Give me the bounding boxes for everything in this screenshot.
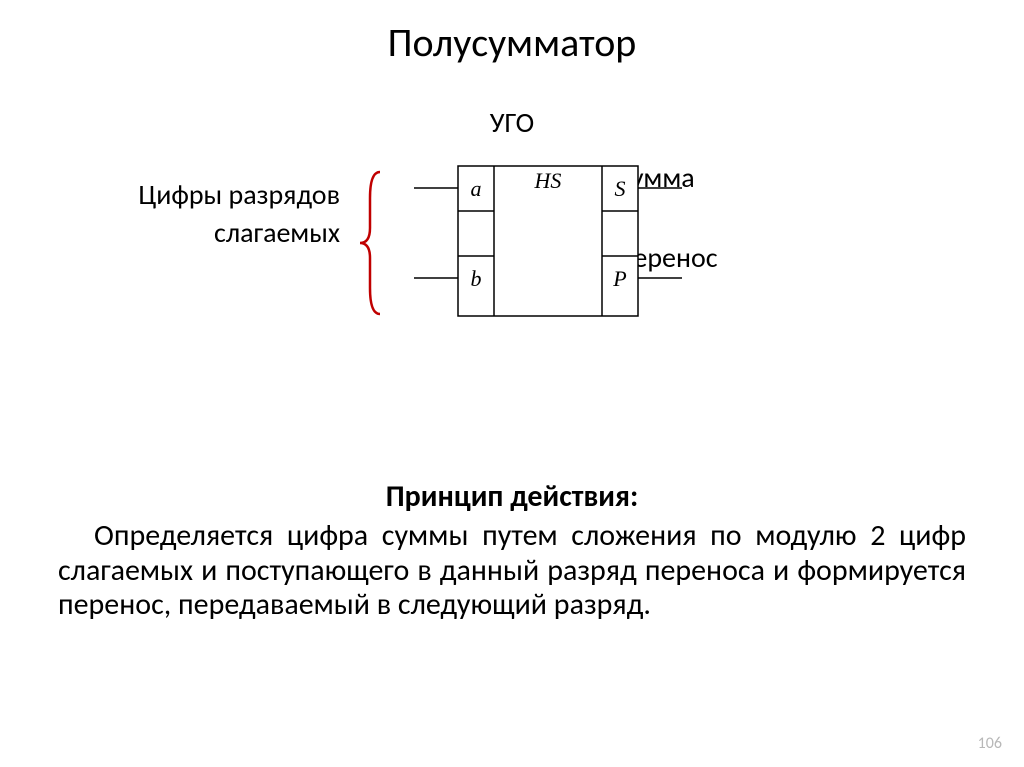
output-p-label: P bbox=[612, 266, 626, 291]
input-group-label: Цифры разрядов слагаемых bbox=[130, 176, 340, 252]
block-type-label: HS bbox=[534, 168, 562, 193]
input-b-label: b bbox=[471, 266, 482, 291]
page-title: Полусумматор bbox=[0, 0, 1024, 67]
subtitle-ugo: УГО bbox=[0, 105, 1024, 140]
principle-heading: Принцип действия: bbox=[0, 478, 1024, 515]
half-adder-symbol: a b HS S P bbox=[414, 158, 694, 328]
bracket-icon bbox=[356, 168, 386, 318]
diagram-container: Цифры разрядов слагаемых Сумма Перенос a… bbox=[0, 148, 1024, 368]
input-a-label: a bbox=[471, 176, 482, 201]
output-s-label: S bbox=[615, 176, 626, 201]
page-number: 106 bbox=[978, 734, 1002, 753]
principle-body: Определяется цифра суммы путем сложения … bbox=[0, 519, 1024, 623]
